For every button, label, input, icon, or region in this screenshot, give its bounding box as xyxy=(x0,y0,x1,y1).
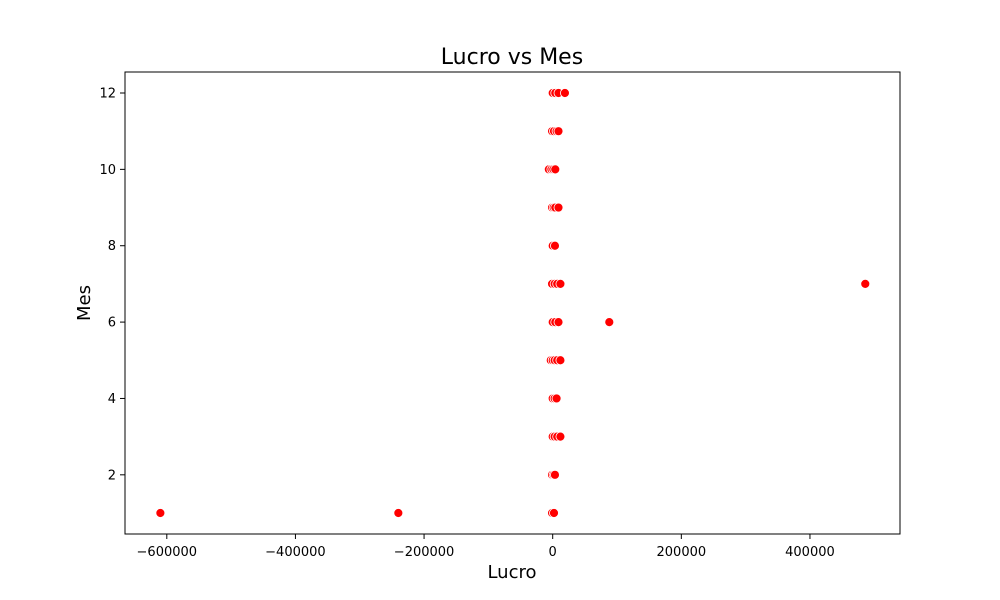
chart-title: Lucro vs Mes xyxy=(441,45,583,70)
y-tick-label: 8 xyxy=(108,239,116,254)
scatter-point xyxy=(560,88,570,98)
scatter-point xyxy=(155,508,166,518)
plot-frame xyxy=(124,71,901,535)
scatter-point xyxy=(551,393,562,404)
x-tick-label: 200000 xyxy=(657,545,707,560)
y-tick-label: 10 xyxy=(99,163,116,178)
y-tick-label: 6 xyxy=(108,316,116,331)
y-tick-label: 12 xyxy=(99,87,116,102)
scatter-point xyxy=(393,508,404,518)
x-tick-label: −400000 xyxy=(265,545,326,560)
y-tick-label: 2 xyxy=(108,468,116,483)
x-axis-label: Lucro xyxy=(487,562,536,583)
scatter-point xyxy=(549,508,559,518)
points-layer xyxy=(155,88,871,518)
y-tick-label: 4 xyxy=(108,392,116,407)
scatter-point xyxy=(550,164,561,175)
x-tick-label: −600000 xyxy=(137,545,198,560)
scatter-point xyxy=(550,240,560,251)
scatter-point xyxy=(555,355,566,366)
x-tick-label: −200000 xyxy=(394,545,455,560)
x-tick-label: 400000 xyxy=(785,545,835,560)
scatter-point xyxy=(550,469,560,480)
scatter-point xyxy=(555,279,566,289)
scatter-point xyxy=(553,126,564,137)
scatter-point xyxy=(555,431,566,442)
scatter-point xyxy=(553,202,564,213)
scatter-point xyxy=(860,279,871,289)
y-axis-ticks: 2 4 6 8 10 12 xyxy=(99,87,125,483)
scatter-point xyxy=(604,317,615,327)
x-axis-ticks: −600000 −400000 −200000 0 200000 400000 xyxy=(137,534,835,560)
scatter-point xyxy=(553,317,564,327)
y-axis-label: Mes xyxy=(74,285,95,321)
x-tick-label: 0 xyxy=(549,545,557,560)
